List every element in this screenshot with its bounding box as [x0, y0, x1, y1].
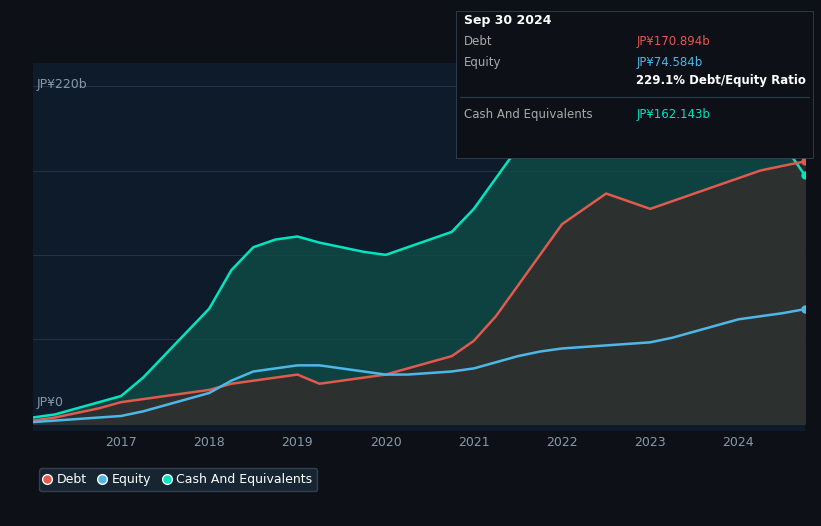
Text: JP¥162.143b: JP¥162.143b	[636, 108, 710, 122]
Text: Equity: Equity	[464, 56, 502, 69]
Text: Cash And Equivalents: Cash And Equivalents	[464, 108, 593, 122]
Text: Debt: Debt	[464, 35, 493, 48]
Text: JP¥220b: JP¥220b	[37, 78, 87, 91]
Text: JP¥170.894b: JP¥170.894b	[636, 35, 710, 48]
Text: JP¥0: JP¥0	[37, 396, 64, 409]
Legend: Debt, Equity, Cash And Equivalents: Debt, Equity, Cash And Equivalents	[39, 468, 318, 491]
Text: 229.1% Debt/Equity Ratio: 229.1% Debt/Equity Ratio	[636, 74, 806, 87]
Text: Sep 30 2024: Sep 30 2024	[464, 14, 552, 27]
Text: JP¥74.584b: JP¥74.584b	[636, 56, 703, 69]
